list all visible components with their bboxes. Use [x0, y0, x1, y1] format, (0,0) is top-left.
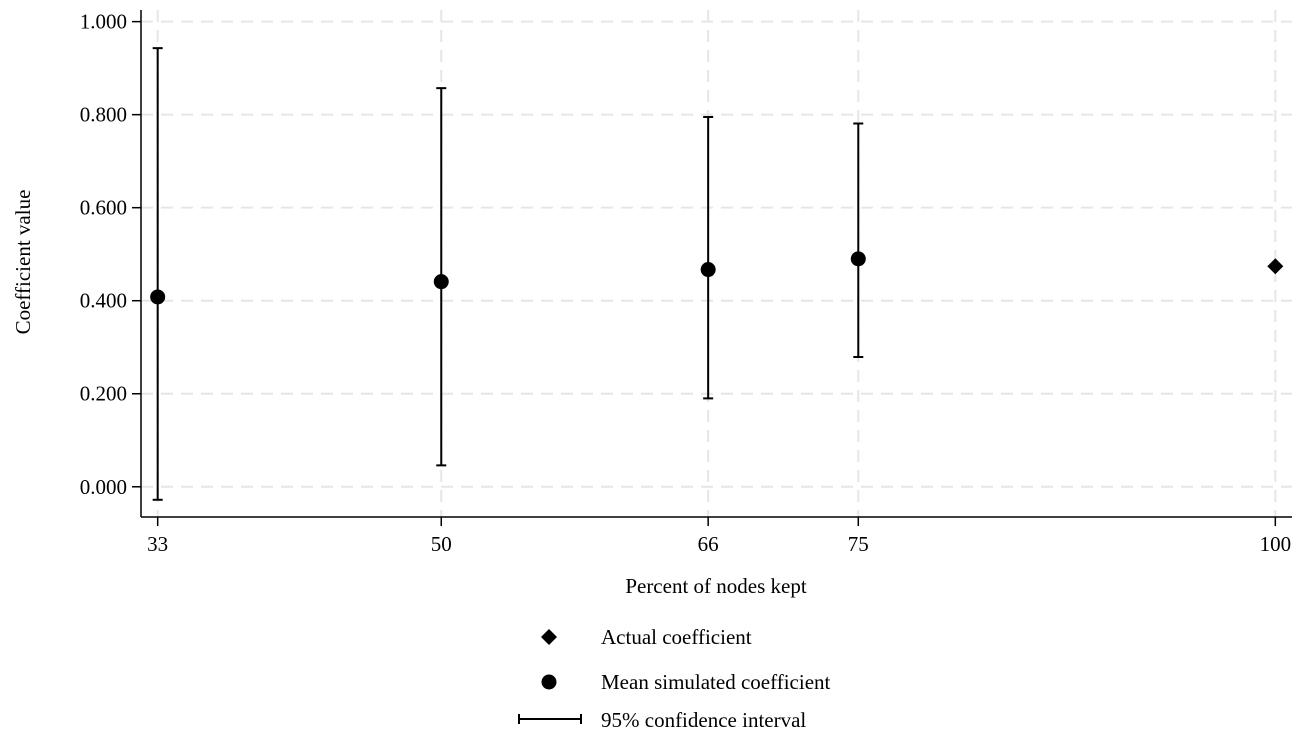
y-tick-label: 0.000	[80, 475, 127, 499]
x-tick-label: 66	[698, 532, 719, 556]
legend-label-actual: Actual coefficient	[601, 625, 752, 649]
y-axis-label: Coefficient value	[11, 190, 35, 335]
legend-circle-icon	[541, 674, 557, 690]
ticks-layer: 0.000 0.200 0.400 0.600 0.800 1.000 33 50 66 75 10…	[80, 10, 1291, 556]
mean-point	[850, 251, 866, 267]
legend-label-mean: Mean simulated coefficient	[601, 670, 831, 694]
x-tick-label: 50	[431, 532, 452, 556]
marks-layer	[150, 47, 1284, 501]
grid-layer	[141, 10, 1292, 517]
x-tick-label: 75	[848, 532, 869, 556]
y-tick-label: 0.200	[80, 382, 127, 406]
mean-point	[150, 289, 166, 305]
legend: Actual coefficient Mean simulated coeffi…	[518, 625, 831, 732]
mean-point	[700, 262, 716, 278]
legend-label-ci: 95% confidence interval	[601, 708, 806, 732]
mean-point	[433, 274, 449, 290]
axes-layer	[140, 10, 1292, 518]
y-tick-label: 0.600	[80, 196, 127, 220]
y-tick-label: 0.800	[80, 103, 127, 127]
y-tick-label: 0.400	[80, 289, 127, 313]
x-tick-label: 100	[1260, 532, 1292, 556]
legend-errorbar-icon	[518, 714, 582, 724]
x-axis-label: Percent of nodes kept	[625, 574, 807, 598]
actual-point	[1267, 258, 1284, 275]
legend-diamond-icon	[541, 629, 557, 645]
y-tick-label: 1.000	[80, 10, 127, 34]
x-tick-label: 33	[147, 532, 168, 556]
